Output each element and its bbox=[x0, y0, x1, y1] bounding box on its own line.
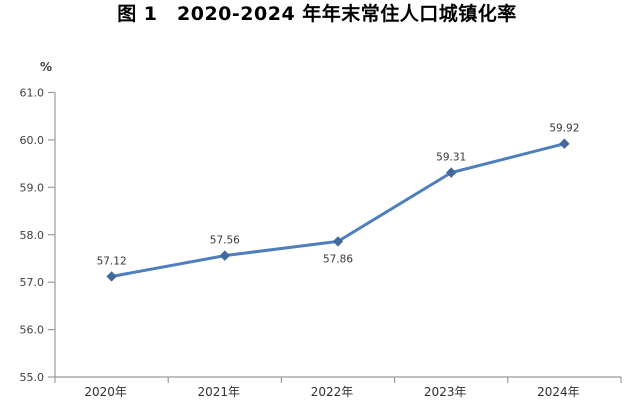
x-axis-label: 2022年 bbox=[311, 385, 354, 399]
data-point-label: 59.92 bbox=[549, 123, 579, 135]
data-point-marker bbox=[559, 138, 570, 149]
data-point-marker bbox=[446, 167, 457, 178]
x-axis-label: 2021年 bbox=[198, 385, 241, 399]
data-point-label: 57.86 bbox=[323, 253, 353, 265]
data-point-marker bbox=[219, 250, 230, 261]
y-tick-label: 56.0 bbox=[20, 324, 45, 337]
data-point-label: 57.56 bbox=[210, 235, 240, 247]
x-axis-label: 2020年 bbox=[84, 385, 127, 399]
data-point-marker bbox=[332, 236, 344, 247]
x-axis-label: 2023年 bbox=[424, 385, 467, 399]
data-point-label: 59.31 bbox=[436, 152, 466, 164]
y-tick-label: 59.0 bbox=[20, 181, 45, 194]
x-axis-label: 2024年 bbox=[537, 385, 580, 399]
y-tick-label: 61.0 bbox=[20, 87, 45, 100]
data-point-marker bbox=[106, 271, 117, 282]
y-axis-unit-label: % bbox=[40, 60, 52, 74]
chart-title: 图 1 2020-2024 年年末常住人口城镇化率 bbox=[117, 3, 517, 25]
y-tick-label: 55.0 bbox=[20, 371, 45, 384]
data-point-label: 57.12 bbox=[97, 255, 127, 267]
y-tick-label: 58.0 bbox=[20, 229, 45, 242]
y-tick-label: 57.0 bbox=[20, 276, 45, 289]
y-tick-label: 60.0 bbox=[20, 134, 45, 147]
